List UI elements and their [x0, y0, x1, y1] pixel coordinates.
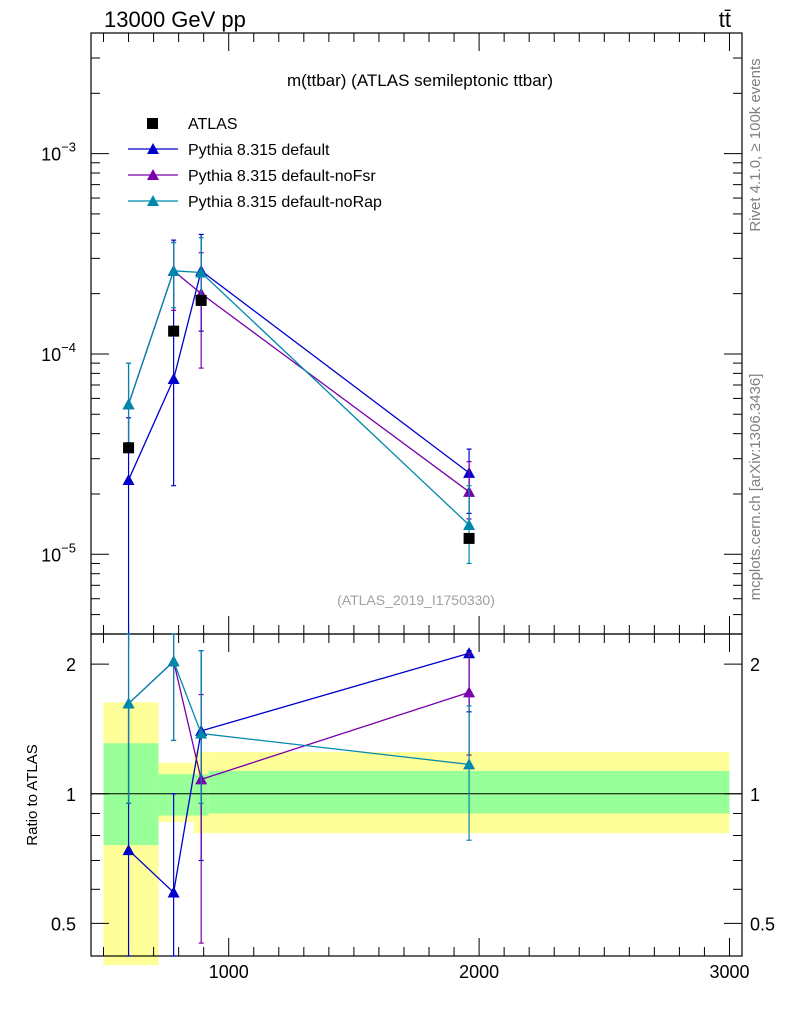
y-tick-label: 10−3 [41, 140, 76, 165]
ratio-y-tick-label: 2 [750, 655, 760, 675]
main-line-noFsr [127, 269, 470, 493]
ratio-y-tick-label: 1 [750, 785, 760, 805]
legend-atlas-marker [147, 118, 158, 129]
legend-label-nofsr: Pythia 8.315 default-noFsr [188, 168, 376, 185]
x-tick-label: 2000 [459, 962, 499, 982]
legend-marker-noRap [147, 195, 159, 206]
main-series-default [122, 233, 476, 635]
legend: ATLAS Pythia 8.315 default Pythia 8.315 … [128, 116, 382, 211]
ratio-y-tick-label: 1 [66, 785, 76, 805]
ratio-point-noRap [167, 655, 180, 667]
rivet-label: Rivet 4.1.0, ≥ 100k events [747, 58, 764, 231]
ratio-point-default [122, 844, 135, 856]
main-point-noRap [195, 266, 208, 278]
analysis-label: (ATLAS_2019_I1750330) [337, 592, 495, 608]
ratio-line-noRap [128, 660, 470, 766]
atlas-data-point [168, 325, 180, 337]
ratio-point-noRap [463, 758, 476, 770]
ratio-y-tick-label: 0.5 [750, 914, 775, 934]
main-point-default [122, 473, 135, 485]
mcplots-label: mcplots.cern.ch [arXiv:1306.3436] [747, 374, 764, 601]
legend-label-norap: Pythia 8.315 default-noRap [188, 194, 382, 211]
x-tick-label: 1000 [209, 962, 249, 982]
legend-marker-noFsr [147, 169, 159, 180]
ratio-point-noRap [195, 727, 208, 739]
y-tick-label: 10−4 [41, 340, 76, 365]
main-line-noRap [127, 270, 470, 526]
ratio-point-default [167, 886, 180, 898]
header-process: tt̄ [719, 7, 731, 32]
atlas-data-point [195, 294, 207, 306]
header-energy: 13000 GeV pp [104, 7, 246, 32]
ratio-point-noFsr [463, 686, 476, 698]
main-point-noRap [122, 398, 135, 410]
main-point-noRap [167, 264, 180, 276]
atlas-data-point [123, 442, 135, 454]
ratio-series-noRap [122, 633, 476, 841]
ratio-frame [90, 633, 743, 957]
ratio-y-tick-label: 0.5 [51, 914, 76, 934]
ratio-ylabel: Ratio to ATLAS [24, 744, 41, 845]
legend-marker-default [147, 143, 159, 154]
ratio-point-noRap [122, 697, 135, 709]
atlas-data-point [463, 532, 475, 544]
legend-label-default: Pythia 8.315 default [188, 142, 330, 159]
main-point-default [167, 372, 180, 384]
main-series-atlas [123, 294, 475, 544]
main-point-noRap [463, 519, 476, 531]
x-tick-label: 3000 [709, 962, 749, 982]
ratio-line-default [128, 652, 470, 894]
legend-label-atlas: ATLAS [188, 116, 238, 133]
ratio-y-tick-label: 2 [66, 655, 76, 675]
y-tick-label: 10−5 [41, 540, 76, 565]
main-line-default [127, 269, 470, 481]
main-title: m(ttbar) (ATLAS semileptonic ttbar) [287, 71, 553, 90]
main-series-noRap [122, 237, 476, 565]
